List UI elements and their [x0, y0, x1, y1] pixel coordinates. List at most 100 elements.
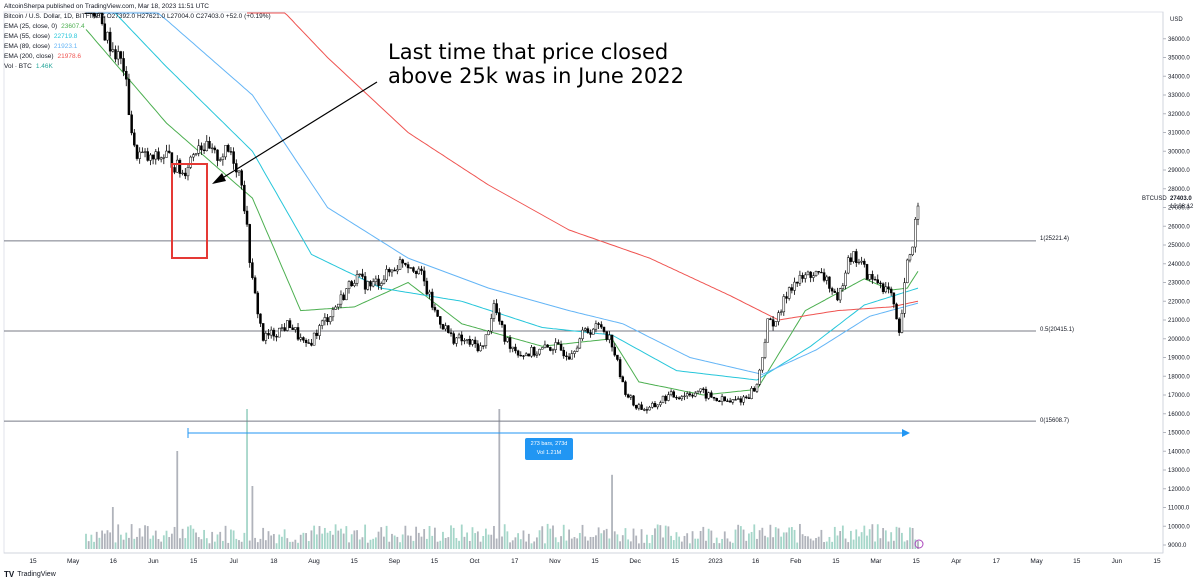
volume-bar [275, 543, 278, 549]
candle-body [495, 303, 498, 313]
indicator-ema55[interactable]: EMA (55, close) 22719.8 [4, 32, 271, 42]
volume-bar [697, 538, 699, 549]
time-tick-label: Aug [308, 558, 320, 565]
candle-body [240, 170, 243, 186]
volume-bar [189, 525, 192, 549]
volume-bar [756, 538, 758, 549]
candle-body [565, 355, 568, 357]
volume-bar [761, 527, 764, 549]
candle-body [723, 396, 727, 402]
candle-body [218, 159, 222, 161]
candle-body [353, 283, 356, 287]
candle-body [895, 303, 898, 320]
volume-bar [313, 525, 316, 549]
volume-bar [162, 535, 165, 549]
time-tick-label: 15 [431, 558, 439, 565]
fib-label-top: 1(25221.4) [1040, 236, 1070, 242]
candle-body [259, 313, 262, 324]
date-range-label[interactable]: 273 bars, 273d Vol 1.21M [525, 438, 573, 460]
volume-bar [412, 540, 415, 549]
volume-bar [383, 536, 385, 549]
annotation-line-2: above 25k was in June 2022 [388, 64, 684, 88]
june-2022-highlight-box[interactable] [171, 163, 208, 259]
volume-bar [527, 533, 530, 549]
footer-brand[interactable]: TV TradingView [4, 570, 56, 579]
volume-bar [117, 524, 120, 549]
volume-bar [428, 526, 431, 549]
volume-bar [364, 524, 367, 549]
candles [84, 12, 920, 414]
volume-bar [490, 534, 493, 549]
indicator-value: 22719.8 [53, 33, 78, 40]
candle-body [184, 172, 187, 177]
volume-bar [573, 537, 576, 549]
volume-bar [603, 530, 605, 549]
price-tick-label: 31000.0 [1168, 131, 1190, 137]
candle-body [119, 51, 123, 59]
bar-countdown: 12:08:12 [1170, 204, 1194, 210]
candle-body [766, 318, 769, 343]
volume-bar [858, 536, 860, 549]
candle-body [844, 272, 847, 287]
indicator-ema89[interactable]: EMA (89, close) 21923.1 [4, 42, 271, 52]
volume-bar [425, 538, 428, 549]
volume-bar [629, 541, 632, 549]
volume-bar [93, 541, 95, 549]
candle-body [197, 145, 200, 154]
volume-bar [509, 542, 511, 549]
candle-body [471, 339, 474, 345]
volume-bar [380, 527, 383, 549]
candle-body [165, 150, 168, 158]
candle-body [500, 320, 504, 326]
candle-body [237, 170, 241, 173]
volume-bar [544, 543, 546, 549]
volume-bar [98, 537, 101, 549]
candle-body [522, 355, 525, 357]
indicator-ema200[interactable]: EMA (200, close) 21978.6 [4, 52, 271, 62]
date-range-volume: Vol 1.21M [536, 450, 562, 456]
candle-body [267, 332, 270, 336]
volume-bar [672, 540, 675, 549]
volume-bar [863, 525, 866, 549]
symbol-line: Bitcoin / U.S. Dollar, 1D, BITFINEX O273… [4, 13, 271, 20]
volume-bar [482, 535, 485, 549]
volume-bar [592, 536, 595, 549]
annotation-text[interactable]: Last time that price closed above 25k wa… [388, 40, 684, 88]
candle-body [122, 58, 125, 72]
indicator-ema25[interactable]: EMA (25, close, 0) 23607.4 [4, 22, 271, 32]
candle-body [251, 262, 254, 278]
candle-body [790, 287, 794, 291]
volume-bar [211, 531, 214, 549]
candle-body [439, 316, 442, 325]
candle-body [744, 396, 748, 398]
ema-line [86, 12, 919, 381]
volume-bar [621, 535, 624, 549]
candle-body [127, 78, 131, 116]
volume-bar [670, 535, 672, 549]
candle-body [852, 251, 855, 262]
volume-bar [141, 536, 144, 549]
volume-bar [460, 524, 463, 549]
indicator-volume[interactable]: Vol · BTC 1.46K [4, 62, 271, 72]
candle-body [621, 376, 625, 383]
candle-body [549, 347, 552, 351]
candle-body [178, 159, 182, 174]
candle-body [871, 274, 874, 280]
candle-body [100, 12, 104, 25]
candle-body [889, 288, 893, 294]
candle-body [213, 147, 217, 151]
candle-body [704, 389, 708, 399]
volume-bar [734, 529, 737, 549]
volume-bar [772, 537, 774, 549]
candle-body [592, 328, 595, 335]
volume-bar [213, 541, 216, 549]
candle-body [428, 291, 431, 295]
volume-bar [739, 526, 742, 549]
candle-body [795, 281, 799, 284]
candle-body [444, 325, 447, 330]
event-marker-icon[interactable] [914, 539, 924, 549]
candle-body [559, 343, 563, 351]
candle-body [675, 396, 678, 399]
volume-bar [434, 527, 436, 549]
